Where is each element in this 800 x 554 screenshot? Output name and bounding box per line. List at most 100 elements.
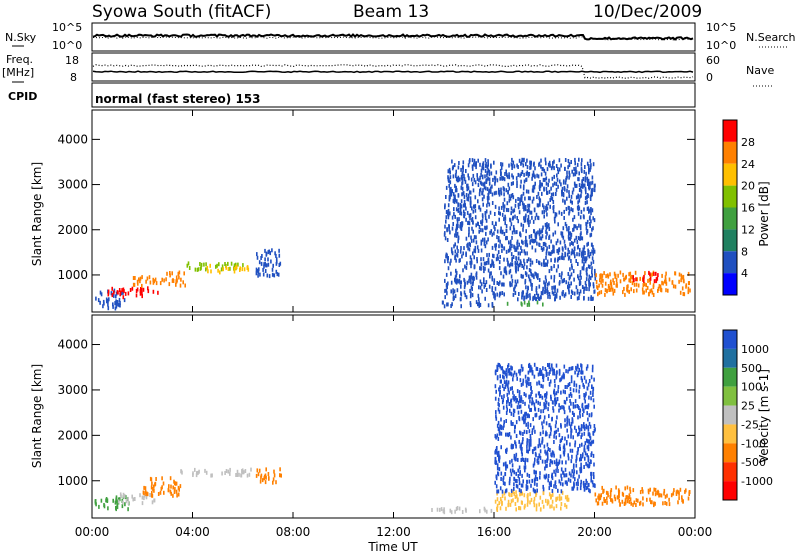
data-cell — [588, 482, 590, 487]
data-cell — [539, 394, 542, 398]
data-cell — [569, 399, 571, 403]
data-cell — [582, 424, 585, 429]
data-cell — [512, 498, 514, 503]
data-cell — [496, 506, 498, 511]
data-cell — [521, 264, 523, 268]
data-cell — [574, 161, 576, 166]
data-cell — [125, 495, 127, 500]
data-cell — [567, 456, 570, 461]
data-cell — [494, 204, 497, 209]
data-cell — [499, 280, 501, 285]
data-cell — [541, 191, 543, 196]
data-cell — [139, 493, 141, 498]
data-cell — [523, 295, 526, 300]
data-cell — [473, 265, 476, 270]
data-cell — [604, 281, 607, 286]
data-cell — [527, 172, 529, 176]
data-cell — [574, 443, 576, 448]
data-cell — [508, 371, 510, 376]
data-cell — [459, 211, 461, 216]
data-cell — [271, 248, 273, 253]
data-cell — [551, 450, 554, 455]
data-cell — [503, 491, 506, 496]
data-cell — [580, 483, 582, 487]
data-cell — [545, 249, 548, 254]
data-cell — [448, 224, 450, 229]
data-cell — [581, 402, 584, 407]
data-cell — [564, 385, 567, 389]
data-cell — [540, 295, 542, 300]
data-cell — [580, 466, 583, 471]
data-cell — [583, 183, 585, 188]
data-cell — [495, 416, 498, 421]
data-cell — [663, 488, 666, 493]
data-cell — [520, 161, 522, 166]
data-cell — [525, 285, 527, 290]
data-cell — [546, 501, 549, 506]
data-cell — [566, 196, 568, 201]
data-cell — [506, 172, 508, 177]
data-cell — [470, 275, 472, 280]
data-cell — [149, 280, 152, 285]
data-cell — [141, 291, 143, 296]
data-cell — [504, 481, 506, 486]
data-cell — [629, 279, 632, 283]
data-cell — [515, 434, 518, 438]
colorbar-swatch — [723, 251, 737, 274]
data-cell — [590, 475, 593, 480]
data-cell — [500, 226, 502, 231]
data-cell — [524, 240, 527, 244]
data-cell — [513, 287, 515, 292]
data-cell — [583, 375, 586, 380]
data-cell — [444, 203, 446, 208]
data-cell — [542, 484, 544, 489]
data-cell — [498, 206, 500, 211]
data-cell — [498, 192, 501, 197]
data-cell — [481, 197, 484, 202]
data-cell — [635, 277, 637, 282]
data-cell — [500, 191, 503, 196]
data-cell — [571, 454, 573, 459]
data-cell — [533, 481, 536, 486]
data-cell — [590, 261, 593, 266]
data-cell — [602, 278, 604, 283]
data-cell — [554, 214, 557, 219]
data-cell — [569, 231, 572, 236]
data-cell — [568, 471, 571, 476]
data-cell — [561, 436, 564, 441]
data-cell — [569, 267, 571, 272]
data-cell — [515, 490, 517, 495]
data-cell — [553, 460, 556, 465]
data-cell — [511, 463, 514, 468]
data-cell — [533, 275, 535, 280]
data-cell — [528, 394, 530, 399]
data-cell — [119, 492, 122, 497]
data-cell — [580, 367, 583, 372]
data-cell — [278, 263, 281, 267]
data-cell — [591, 266, 593, 271]
data-cell — [539, 202, 541, 207]
data-cell — [455, 258, 457, 263]
data-cell — [610, 282, 613, 287]
data-cell — [454, 249, 457, 254]
data-cell — [170, 491, 172, 496]
data-cell — [545, 451, 547, 456]
data-cell — [242, 263, 244, 268]
data-cell — [609, 492, 612, 497]
data-cell — [572, 227, 574, 232]
data-cell — [586, 200, 588, 205]
data-cell — [495, 170, 498, 175]
data-cell — [445, 272, 448, 277]
data-cell — [559, 439, 562, 444]
data-cell — [488, 190, 490, 195]
data-cell — [549, 431, 552, 436]
data-cell — [512, 490, 515, 495]
data-cell — [485, 240, 488, 245]
data-cell — [578, 406, 580, 410]
data-cell — [536, 477, 539, 482]
data-cell — [494, 293, 496, 298]
data-cell — [580, 193, 582, 198]
data-cell — [491, 275, 493, 280]
data-cell — [227, 469, 230, 474]
